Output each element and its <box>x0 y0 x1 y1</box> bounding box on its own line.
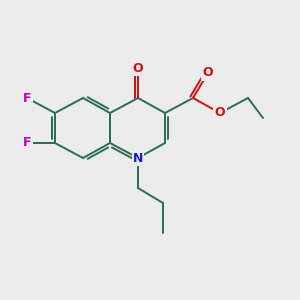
Text: F: F <box>23 92 31 104</box>
Text: O: O <box>133 61 143 74</box>
Text: O: O <box>215 106 225 119</box>
Text: N: N <box>133 152 143 164</box>
Text: F: F <box>23 136 31 149</box>
Text: O: O <box>203 67 213 80</box>
